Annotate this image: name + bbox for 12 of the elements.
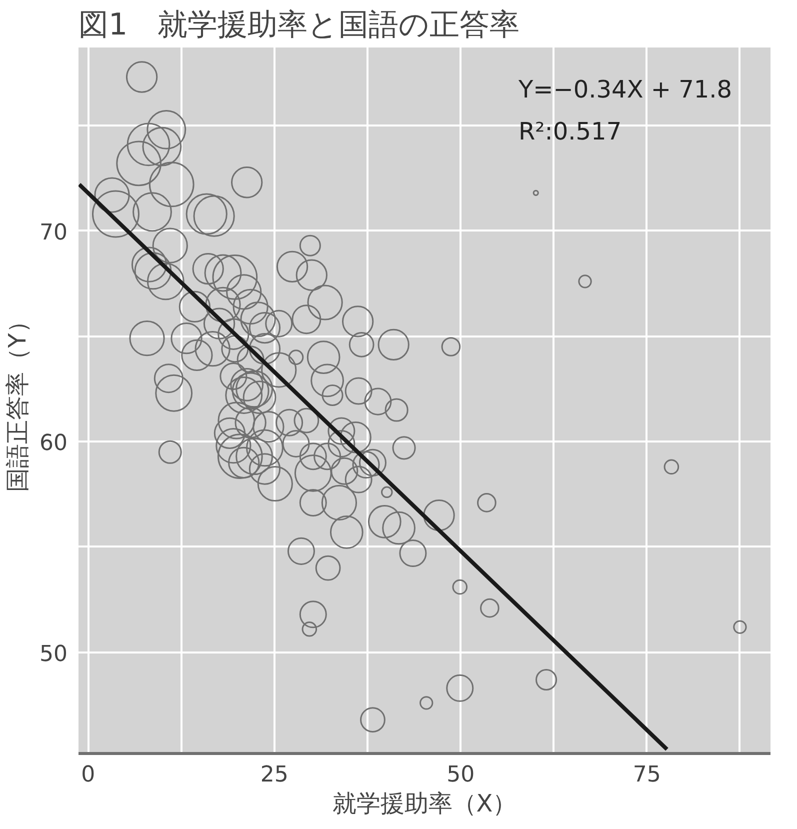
x-axis-title: 就学援助率（X） — [332, 790, 517, 818]
chart-title: 図1 就学援助率と国語の正答率 — [78, 8, 520, 42]
x-tick-label: 50 — [446, 762, 475, 788]
x-tick-label: 25 — [260, 762, 288, 788]
y-tick-label: 70 — [40, 220, 68, 246]
y-tick-label: 60 — [40, 431, 68, 456]
x-tick-label: 0 — [81, 762, 96, 788]
y-tick-label: 50 — [40, 642, 68, 667]
x-tick-label: 75 — [632, 762, 661, 788]
y-axis-title: 国語正答率（Y） — [4, 309, 32, 492]
annotation: Y=−0.34X + 71.8 — [518, 76, 732, 104]
annotation: R²:0.517 — [518, 118, 622, 146]
